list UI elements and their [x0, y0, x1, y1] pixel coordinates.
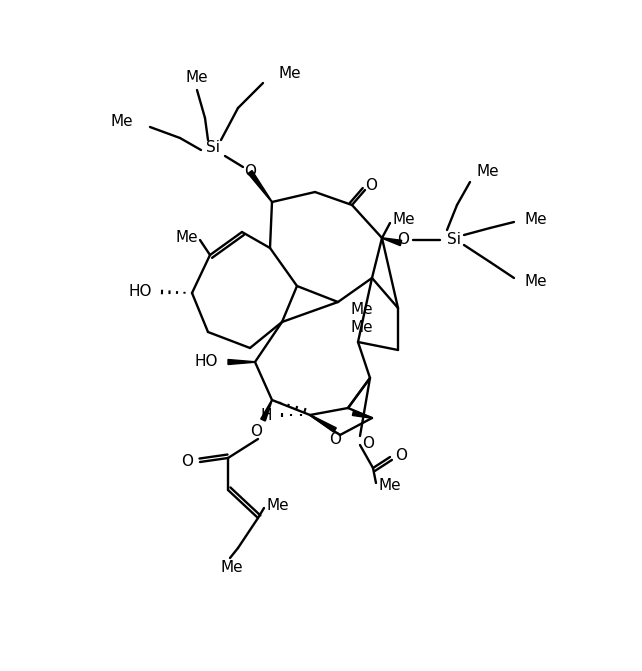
Text: H: H [261, 407, 272, 423]
Polygon shape [261, 400, 272, 421]
Text: Me: Me [392, 213, 415, 227]
Text: Me: Me [266, 499, 289, 513]
Polygon shape [352, 411, 372, 418]
Text: Me: Me [278, 66, 300, 81]
Text: O: O [397, 232, 409, 248]
Text: O: O [365, 178, 377, 193]
Text: Me: Me [350, 321, 372, 336]
Text: Me: Me [186, 70, 208, 85]
Polygon shape [248, 170, 272, 202]
Text: O: O [244, 164, 256, 180]
Text: HO: HO [195, 354, 218, 370]
Text: Me: Me [110, 115, 133, 130]
Text: Me: Me [221, 560, 243, 576]
Text: Me: Me [524, 213, 546, 227]
Text: Me: Me [524, 274, 546, 289]
Polygon shape [228, 360, 255, 364]
Text: Me: Me [476, 164, 499, 180]
Text: Me: Me [350, 303, 372, 317]
Text: O: O [181, 454, 193, 470]
Text: O: O [395, 448, 407, 462]
Text: Me: Me [175, 229, 198, 244]
Text: O: O [250, 425, 262, 440]
Text: Si: Si [206, 140, 220, 156]
Text: HO: HO [128, 285, 152, 299]
Polygon shape [310, 415, 336, 432]
Polygon shape [382, 238, 402, 246]
Text: O: O [329, 433, 341, 448]
Text: O: O [362, 437, 374, 452]
Text: Me: Me [378, 478, 401, 493]
Text: Si: Si [447, 232, 461, 248]
